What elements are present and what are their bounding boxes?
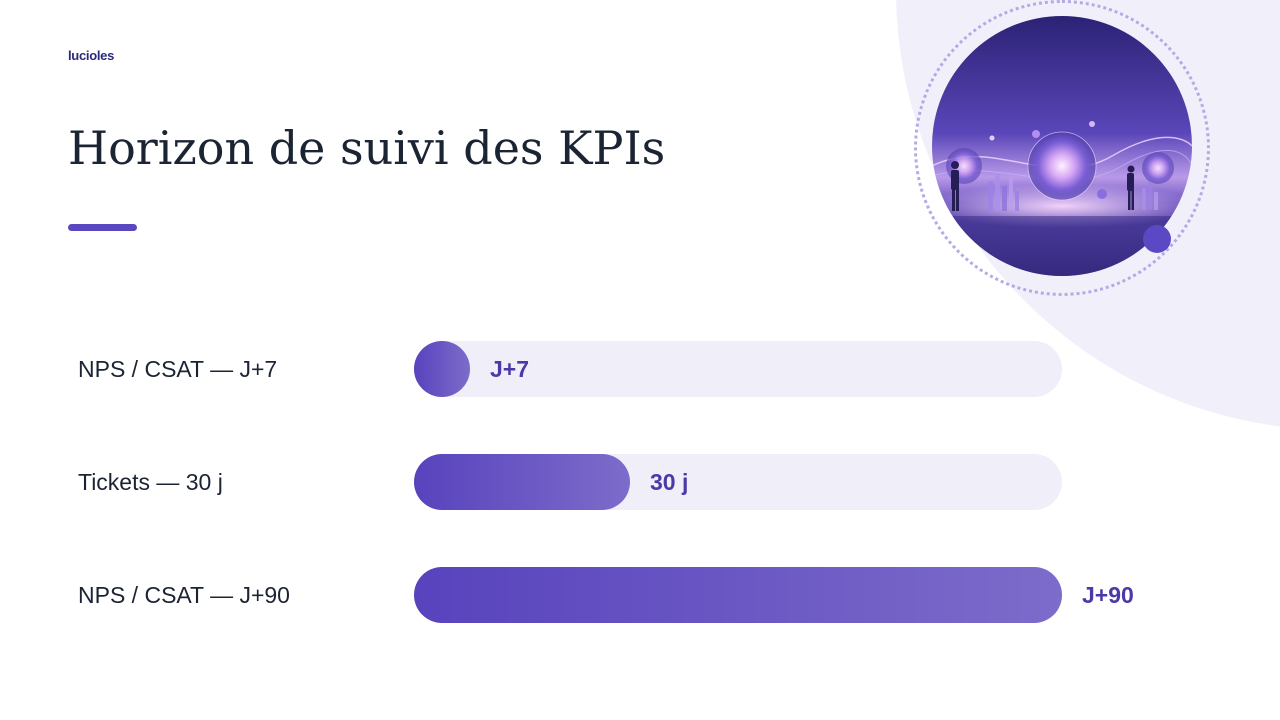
bar-category-label: Tickets — 30 j (78, 469, 223, 495)
bar-track (414, 567, 1062, 623)
bar-track (414, 341, 1062, 397)
bar (414, 454, 630, 510)
bar (414, 567, 1062, 623)
dotted-ring-decoration (914, 0, 1210, 296)
futuristic-network-illustration (932, 16, 1192, 276)
bar-track (414, 454, 1062, 510)
page-title: Horizon de suivi des KPIs (68, 121, 666, 175)
bar-value-label: J+7 (490, 356, 530, 382)
bar-value-label: J+90 (1082, 582, 1134, 608)
title-underline (68, 224, 137, 231)
bar-value-label: 30 j (650, 469, 689, 495)
bar (414, 341, 470, 397)
accent-dot (1143, 225, 1171, 253)
illustration-svg (932, 16, 1192, 276)
bar-category-label: NPS / CSAT — J+90 (78, 582, 290, 608)
bar-category-label: NPS / CSAT — J+7 (78, 356, 278, 382)
logo: lucioles (68, 48, 115, 63)
